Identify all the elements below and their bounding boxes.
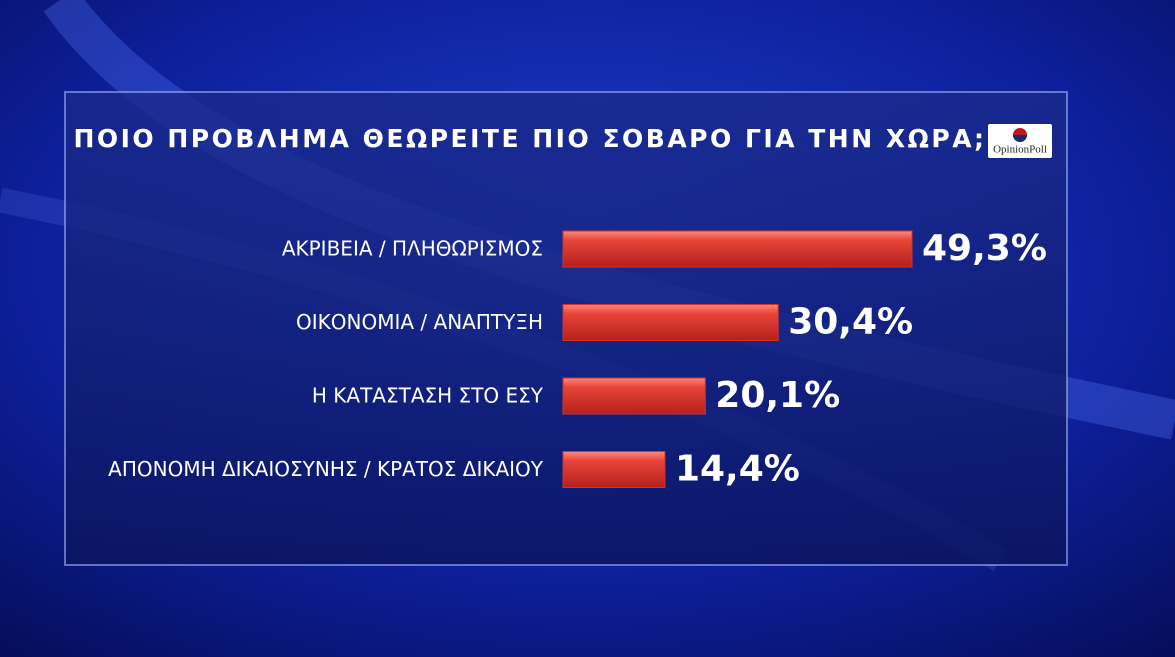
bar (562, 304, 779, 341)
value-label: 20,1% (715, 375, 840, 416)
bar (562, 230, 913, 268)
category-label: ΑΚΡΙΒΕΙΑ / ΠΛΗΘΩΡΙΣΜΟΣ (282, 237, 543, 261)
category-label: Η ΚΑΤΑΣΤΑΣΗ ΣΤΟ ΕΣΥ (312, 384, 544, 408)
bar (562, 451, 666, 488)
chart-title: ΠΟΙΟ ΠΡΟΒΛΗΜΑ ΘΕΩΡΕΙΤΕ ΠΙΟ ΣΟΒΑΡΟ ΓΙΑ ΤΗ… (73, 124, 986, 153)
category-label: ΟΙΚΟΝΟΜΙΑ / ΑΝΑΠΤΥΞΗ (296, 310, 543, 334)
bar (562, 377, 706, 415)
logo-dot-half (1013, 135, 1027, 142)
logo: OpinionPoll (988, 124, 1052, 158)
value-label: 30,4% (788, 302, 913, 343)
logo-text: OpinionPoll (993, 144, 1047, 156)
value-label: 14,4% (675, 449, 800, 490)
value-label: 49,3% (922, 228, 1047, 269)
category-label: ΑΠΟΝΟΜΗ ΔΙΚΑΙΟΣΥΝΗΣ / ΚΡΑΤΟΣ ΔΙΚΑΙΟΥ (108, 457, 544, 481)
